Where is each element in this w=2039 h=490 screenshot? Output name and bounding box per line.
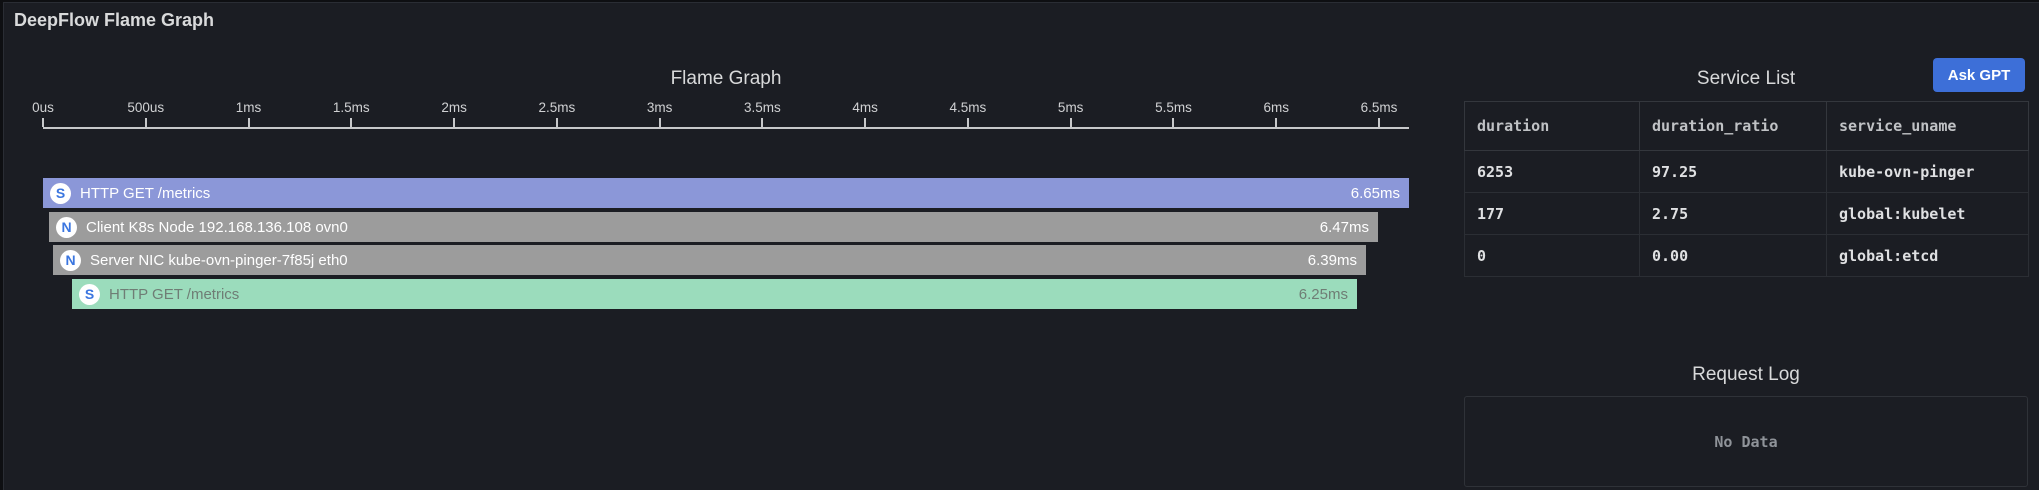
table-row[interactable]: 6253 97.25 kube-ovn-pinger bbox=[1464, 150, 2029, 193]
service-node-icon: S bbox=[79, 283, 100, 305]
axis-tick-label: 4ms bbox=[852, 100, 878, 115]
network-node-icon: N bbox=[56, 216, 77, 238]
table-cell: 0.00 bbox=[1639, 234, 1827, 277]
request-log-empty-box: No Data bbox=[1464, 396, 2028, 487]
flame-bar-duration: 6.39ms bbox=[1307, 251, 1357, 269]
axis-tick bbox=[1069, 118, 1072, 127]
axis-tick bbox=[1378, 118, 1380, 127]
axis-tick bbox=[350, 118, 353, 127]
axis-tick bbox=[555, 118, 558, 127]
flame-bar-label: Server NIC kube-ovn-pinger-7f85j eth0 bbox=[90, 251, 348, 269]
table-cell: 0 bbox=[1464, 234, 1640, 277]
axis-tick-label: 3.5ms bbox=[743, 100, 781, 115]
axis-tick-label: 6.5ms bbox=[1360, 100, 1398, 115]
axis-tick-label: 500us bbox=[127, 100, 165, 115]
axis-tick bbox=[453, 118, 456, 127]
axis-tick bbox=[144, 118, 147, 127]
column-header-duration[interactable]: duration bbox=[1464, 101, 1640, 151]
panel-title: DeepFlow Flame Graph bbox=[14, 10, 215, 30]
axis-tick bbox=[864, 118, 867, 127]
flame-bar-label: HTTP GET /metrics bbox=[80, 184, 211, 202]
flame-bar[interactable]: N Client K8s Node 192.168.136.108 ovn0 6.4… bbox=[49, 212, 1378, 242]
axis-tick-label: 2.5ms bbox=[538, 100, 576, 115]
flame-bar[interactable]: N Server NIC kube-ovn-pinger-7f85j eth0 6.… bbox=[53, 245, 1366, 275]
axis-tick-label: 5ms bbox=[1057, 100, 1084, 115]
table-row[interactable]: 0 0.00 global:etcd bbox=[1464, 234, 2029, 277]
axis-tick-label: 3ms bbox=[646, 100, 673, 115]
ask-gpt-button[interactable]: Ask GPT bbox=[1933, 58, 2025, 92]
axis-tick bbox=[1275, 118, 1278, 127]
axis-tick-label: 1.5ms bbox=[332, 100, 370, 115]
table-cell: 177 bbox=[1464, 192, 1640, 235]
axis-tick-label: 6ms bbox=[1263, 100, 1289, 115]
axis-tick-label: 2ms bbox=[441, 100, 467, 115]
axis-tick bbox=[966, 118, 969, 127]
column-header-service_uname[interactable]: service_uname bbox=[1826, 101, 2029, 151]
table-cell: kube-ovn-pinger bbox=[1826, 150, 2029, 193]
table-header-row: duration duration_ratio service_uname bbox=[1464, 101, 2029, 151]
time-axis-baseline bbox=[43, 127, 1409, 129]
table-cell: 6253 bbox=[1464, 150, 1640, 193]
flame-graph-title: Flame Graph bbox=[670, 68, 782, 89]
request-log-title: Request Log bbox=[1692, 364, 1800, 385]
column-header-duration_ratio[interactable]: duration_ratio bbox=[1639, 101, 1827, 151]
flame-bar[interactable]: S HTTP GET /metrics 6.25ms bbox=[72, 279, 1357, 309]
table-cell: 2.75 bbox=[1639, 192, 1827, 235]
flame-bar-duration: 6.47ms bbox=[1319, 218, 1369, 236]
table-cell: global:kubelet bbox=[1826, 192, 2029, 235]
table-cell: global:etcd bbox=[1826, 234, 2029, 277]
axis-tick bbox=[42, 118, 44, 127]
table-row[interactable]: 177 2.75 global:kubelet bbox=[1464, 192, 2029, 235]
network-node-icon: N bbox=[60, 249, 81, 271]
axis-tick bbox=[658, 118, 661, 127]
service-node-icon: S bbox=[50, 182, 71, 204]
axis-tick bbox=[761, 118, 764, 127]
axis-tick bbox=[1172, 118, 1175, 127]
axis-tick-label: 5.5ms bbox=[1155, 100, 1192, 115]
service-list-table: duration duration_ratio service_uname 6253 9… bbox=[1464, 101, 2029, 277]
flame-bar-label: Client K8s Node 192.168.136.108 ovn0 bbox=[86, 218, 348, 236]
service-list-title: Service List bbox=[1696, 68, 1796, 89]
flame-bar[interactable]: S HTTP GET /metrics 6.65ms bbox=[43, 178, 1409, 208]
axis-tick-label: 4.5ms bbox=[949, 100, 987, 115]
axis-tick bbox=[247, 118, 250, 127]
axis-tick-label: 0us bbox=[32, 100, 54, 115]
flame-bar-label: HTTP GET /metrics bbox=[109, 285, 240, 303]
flame-bar-duration: 6.65ms bbox=[1350, 184, 1400, 202]
no-data-text: No Data bbox=[1714, 432, 1778, 451]
table-cell: 97.25 bbox=[1639, 150, 1827, 193]
flame-bar-duration: 6.25ms bbox=[1298, 285, 1348, 303]
axis-tick-label: 1ms bbox=[235, 100, 262, 115]
